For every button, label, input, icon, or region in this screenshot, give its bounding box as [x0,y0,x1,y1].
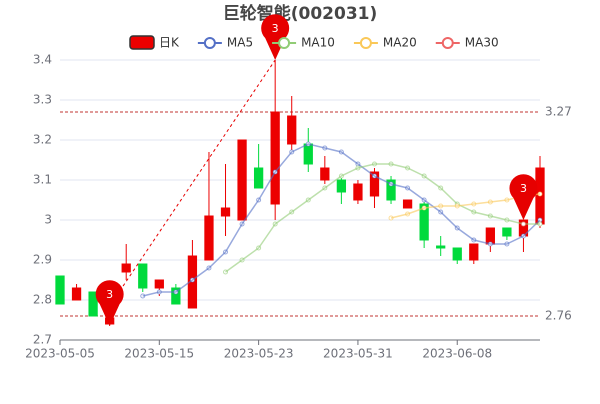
pin [95,280,124,326]
mark-point: 3 [261,14,290,60]
legend-swatch [129,35,155,50]
chart-title: 巨轮智能(002031) [223,3,378,24]
y-tick-label: 3.4 [33,53,52,67]
ma-line [142,143,541,297]
trend-line [109,59,276,307]
y-tick-label: 2.8 [33,293,52,307]
legend-swatch [203,37,216,49]
ma-point [520,221,526,227]
candle-body [386,179,396,201]
ma-line [225,163,540,273]
pin-label: 3 [520,182,527,195]
candle-body [436,245,446,249]
legend-item: MA30 [435,36,499,50]
y-tick-label: 2.9 [33,253,52,267]
candle-body [253,167,264,189]
candle-body [353,183,363,201]
x-tick-label: 2023-05-31 [323,347,393,361]
pin [261,14,290,60]
mark-point: 3 [95,280,124,326]
candle-body [502,227,512,237]
candle-body [419,203,429,241]
y-tick-label: 3.3 [33,93,52,107]
candle-body [237,139,247,221]
mark-point: 3 [509,174,538,220]
x-tick-label: 2023-05-05 [25,347,95,361]
candle-body [270,111,280,205]
candle-body [71,287,82,301]
candle-body [402,199,413,209]
candle-body [287,115,297,145]
pin-label: 3 [106,288,113,301]
candle-body [154,279,164,289]
mark-line-label: 3.27 [545,105,572,119]
legend-item: 日K [129,35,180,50]
candle-body [369,171,380,197]
candle-body [469,243,479,261]
candle-body [320,167,330,181]
candle-body [138,263,148,289]
legend-label: MA20 [383,36,417,50]
candle-body [88,291,98,317]
candle-body [220,207,231,217]
y-tick-label: 3 [44,213,52,227]
x-tick-label: 2023-06-08 [422,347,492,361]
x-tick-label: 2023-05-23 [224,347,294,361]
legend-label: MA5 [227,36,253,50]
candle-body [336,179,347,193]
y-tick-label: 3.1 [33,173,52,187]
legend-swatch [441,37,454,49]
candle-body [55,275,65,305]
legend-label: MA30 [465,36,499,50]
legend-swatch [359,37,372,49]
candle-body [121,263,131,273]
pin-label: 3 [272,22,279,35]
legend-item: MA5 [197,36,253,50]
y-tick-label: 3.2 [33,133,52,147]
legend-item: MA20 [353,36,417,50]
legend-label: 日K [159,36,180,50]
candle-body [171,287,181,305]
x-tick-label: 2023-05-15 [124,347,194,361]
mark-line-label: 2.76 [545,309,572,323]
y-tick-label: 2.7 [33,333,52,347]
candle-body [452,247,462,261]
candle-body [204,215,214,261]
legend-label: MA10 [301,36,335,50]
pin [509,174,538,220]
legend-item: MA10 [272,36,335,50]
candle-body [303,143,313,165]
legend-swatch [278,37,291,49]
